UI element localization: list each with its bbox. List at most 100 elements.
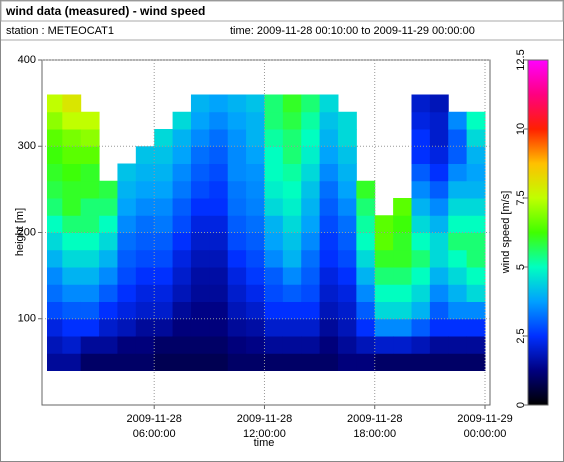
heat-cell xyxy=(80,198,100,216)
heat-cell xyxy=(429,336,449,354)
x-tick-label: 2009-11-28 12:00:00 xyxy=(237,413,292,440)
heat-cell xyxy=(47,111,63,130)
heat-cell xyxy=(172,249,192,268)
heat-cell xyxy=(301,284,321,302)
heat-cell xyxy=(337,353,357,371)
heat-cell xyxy=(301,267,321,285)
heat-cell xyxy=(154,215,174,233)
heat-cell xyxy=(62,284,82,302)
heat-cell xyxy=(190,284,210,302)
heat-cell xyxy=(448,163,468,182)
heat-cell xyxy=(337,249,357,268)
heat-cell xyxy=(264,215,284,233)
heat-cell xyxy=(190,180,210,199)
heat-cell xyxy=(429,163,449,182)
heat-cell xyxy=(429,94,449,113)
colorbar-tick-label: 5 xyxy=(515,264,527,270)
heat-cell xyxy=(356,249,376,268)
heat-cell xyxy=(429,267,449,285)
heat-cell xyxy=(246,215,265,233)
heat-cell xyxy=(209,198,229,216)
heat-cell xyxy=(80,301,100,320)
heat-cell xyxy=(99,180,118,199)
heat-cell xyxy=(301,111,321,130)
heat-cell xyxy=(374,232,394,251)
heat-cell xyxy=(393,336,412,354)
heat-cell xyxy=(319,129,339,147)
heat-cell xyxy=(172,180,192,199)
heat-cell xyxy=(99,284,118,302)
heat-cell xyxy=(246,198,265,216)
colorbar xyxy=(527,59,549,406)
heat-cell xyxy=(411,301,431,320)
heat-cell xyxy=(154,267,174,285)
heat-cell xyxy=(282,198,302,216)
heat-cell xyxy=(62,232,82,251)
heat-cell xyxy=(135,301,155,320)
heat-cell xyxy=(319,146,339,164)
x-axis-label: time xyxy=(254,437,275,449)
heat-cell xyxy=(246,353,265,371)
x-tick-label: 2009-11-29 00:00:00 xyxy=(457,413,512,440)
heat-cell xyxy=(411,232,431,251)
heat-cell xyxy=(154,284,174,302)
heat-cell xyxy=(429,232,449,251)
heat-cell xyxy=(374,267,394,285)
heat-cell xyxy=(282,129,302,147)
heat-cell xyxy=(448,318,468,337)
heat-cell xyxy=(47,215,63,233)
heat-cell xyxy=(190,198,210,216)
heat-cell xyxy=(154,198,174,216)
heat-cell xyxy=(282,146,302,164)
heat-cell xyxy=(135,336,155,354)
heat-cell xyxy=(246,129,265,147)
heat-cell xyxy=(356,353,376,371)
heat-cell xyxy=(301,129,321,147)
heat-cell xyxy=(246,284,265,302)
heat-cell xyxy=(80,336,100,354)
heat-cell xyxy=(337,180,357,199)
heat-cell xyxy=(356,284,376,302)
heat-cell xyxy=(227,318,247,337)
heat-cell xyxy=(246,301,265,320)
heat-cell xyxy=(319,301,339,320)
heat-cell xyxy=(282,94,302,113)
heat-cell xyxy=(319,284,339,302)
heat-cell xyxy=(337,215,357,233)
heat-cell xyxy=(411,198,431,216)
heat-cell xyxy=(319,267,339,285)
heat-cell xyxy=(264,318,284,337)
heat-cell xyxy=(135,249,155,268)
heat-cell xyxy=(319,215,339,233)
heat-cell xyxy=(190,336,210,354)
colorbar-tick-label: 10 xyxy=(515,123,527,135)
y-tick-label: 100 xyxy=(18,313,36,325)
heat-cell xyxy=(448,198,468,216)
heat-cell xyxy=(466,301,486,320)
heat-cell xyxy=(99,232,118,251)
heat-cell xyxy=(319,180,339,199)
heat-cell xyxy=(356,318,376,337)
heat-cell xyxy=(319,336,339,354)
heat-cell xyxy=(282,163,302,182)
heat-cell xyxy=(227,198,247,216)
heat-cell xyxy=(319,111,339,130)
heat-cell xyxy=(337,336,357,354)
heat-cell xyxy=(190,249,210,268)
heat-cell xyxy=(429,111,449,130)
heat-cell xyxy=(374,318,394,337)
heat-cell xyxy=(246,336,265,354)
heat-cell xyxy=(117,163,137,182)
heat-cell xyxy=(264,111,284,130)
heat-cell xyxy=(47,284,63,302)
x-tick-label: 2009-11-28 18:00:00 xyxy=(347,413,402,440)
heat-cell xyxy=(190,146,210,164)
heat-cell xyxy=(62,146,82,164)
heat-cell xyxy=(429,215,449,233)
heat-cell xyxy=(411,267,431,285)
heat-cell xyxy=(411,215,431,233)
heat-cell xyxy=(393,249,412,268)
heat-cell xyxy=(47,267,63,285)
heat-cell xyxy=(448,129,468,147)
heat-cell xyxy=(172,215,192,233)
